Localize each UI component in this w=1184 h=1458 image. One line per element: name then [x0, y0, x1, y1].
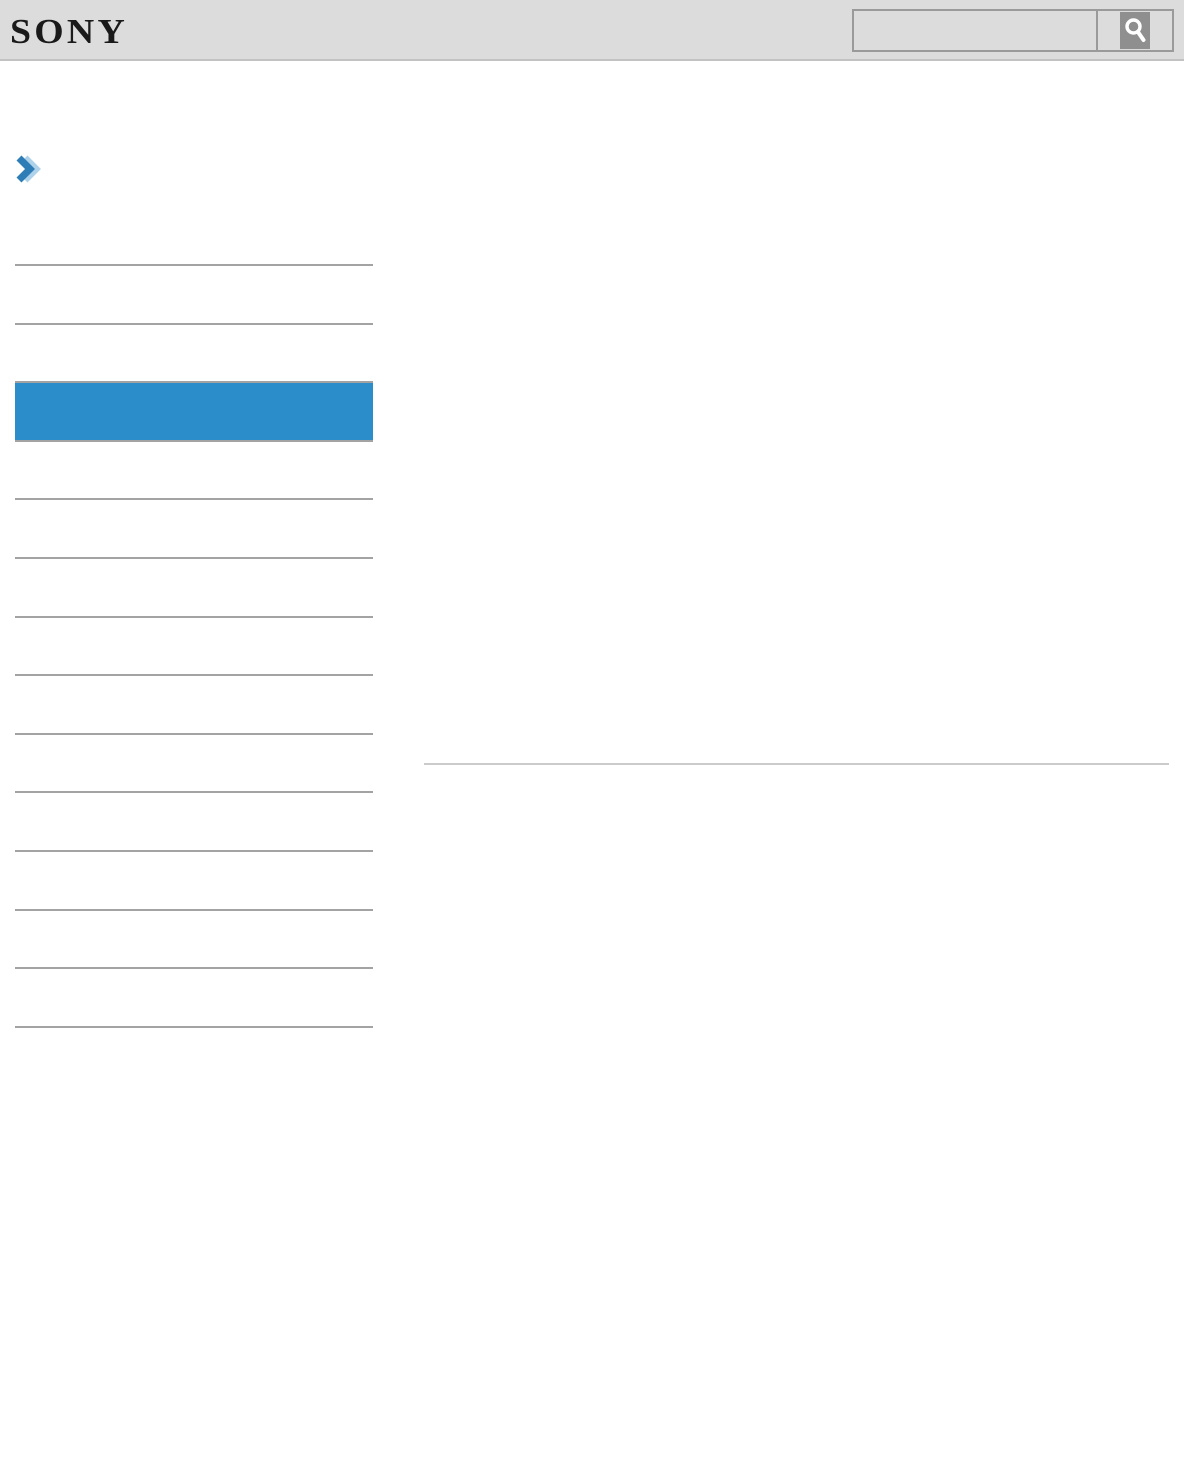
sidebar-item[interactable] [15, 791, 373, 850]
sidebar-item[interactable] [15, 849, 373, 909]
sidebar-menu [15, 264, 373, 1028]
sidebar-item[interactable] [15, 556, 373, 616]
search-button[interactable] [1096, 11, 1172, 50]
content-divider [424, 763, 1169, 765]
sidebar-item[interactable] [15, 674, 373, 733]
sidebar-item[interactable] [15, 498, 373, 557]
sidebar-item[interactable] [15, 439, 373, 499]
sidebar-item[interactable] [15, 732, 373, 792]
search-box [852, 9, 1174, 52]
sidebar-item[interactable] [15, 322, 373, 382]
sidebar-item-selected[interactable] [15, 381, 373, 440]
header-bar: SONY [0, 0, 1184, 61]
sony-logo: SONY [10, 12, 128, 51]
chevron-right-icon[interactable] [13, 155, 43, 189]
magnifier-icon [1120, 12, 1150, 49]
sidebar-item[interactable] [15, 908, 373, 968]
sidebar-item[interactable] [15, 264, 373, 323]
sidebar-item[interactable] [15, 967, 373, 1026]
search-input[interactable] [854, 11, 1096, 50]
sidebar-item[interactable] [15, 615, 373, 675]
breadcrumb [13, 155, 43, 185]
